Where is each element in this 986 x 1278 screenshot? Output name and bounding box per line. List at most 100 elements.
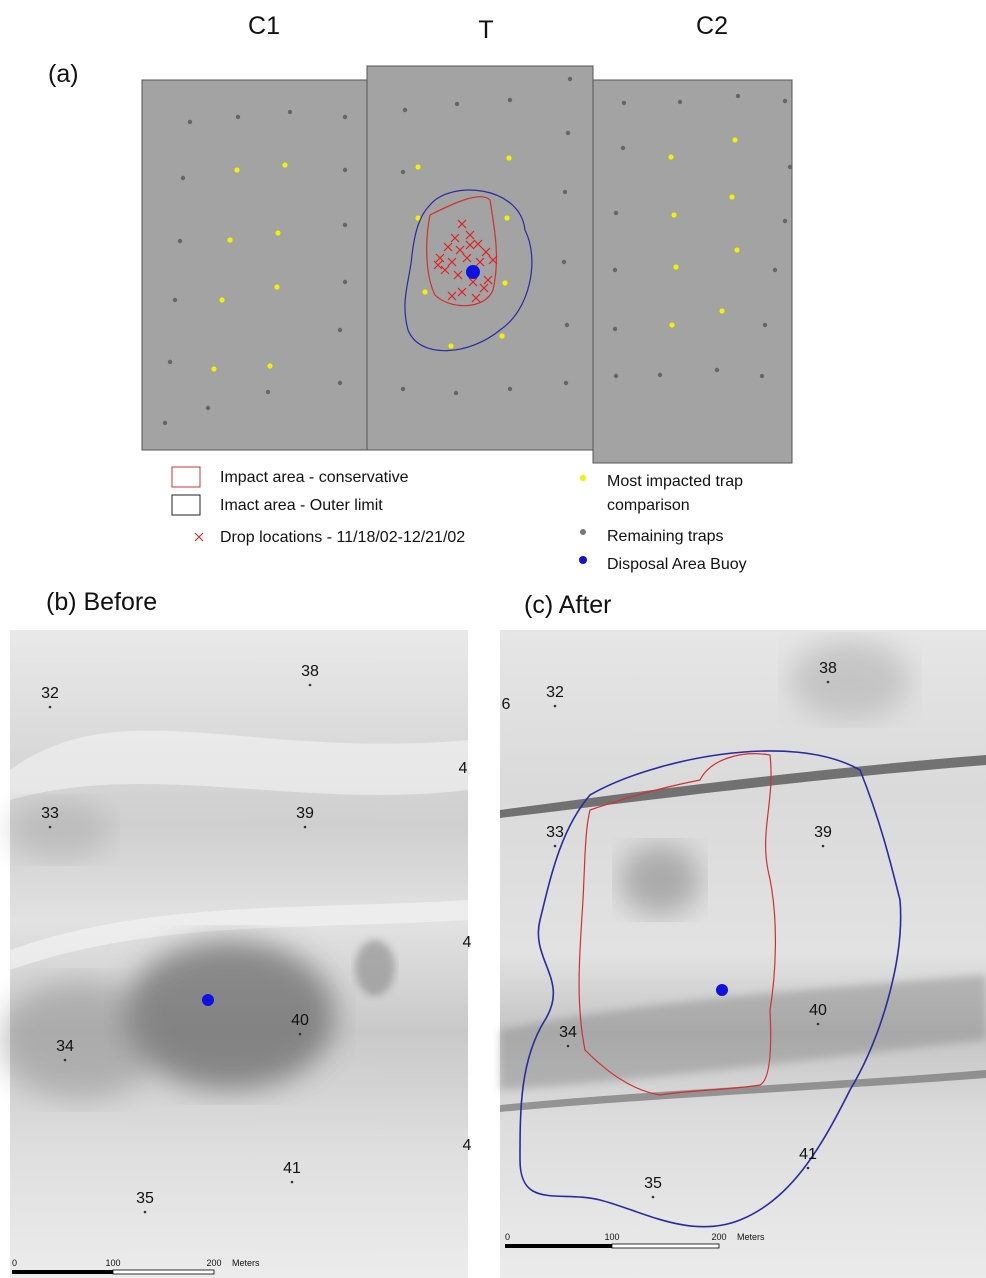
column-label: C2 (696, 12, 728, 40)
legend-text: comparison (607, 497, 690, 514)
legend-text: Imact area - Outer limit (220, 497, 383, 514)
impacted-trap-dot (668, 154, 674, 160)
trap-dot (826, 680, 830, 684)
legend-text: Impact area - conservative (220, 469, 409, 486)
scale-label: 100 (604, 1232, 619, 1242)
trap-label: 32 (546, 684, 564, 701)
panel-label: (a) (48, 60, 79, 88)
trap-dot (563, 380, 569, 386)
trap-label: 41 (799, 1146, 817, 1163)
impacted-trap-dot (734, 247, 740, 253)
trap-dot (507, 386, 513, 392)
impacted-trap-dot (415, 164, 421, 170)
drop-mark (471, 293, 481, 303)
trap-dot (342, 114, 348, 120)
legend-swatch (580, 475, 586, 481)
scale-segment (611, 1243, 720, 1249)
legend-swatch (580, 529, 586, 535)
trap-label: 39 (814, 824, 832, 841)
impacted-trap-dot (673, 264, 679, 270)
drop-mark (488, 255, 498, 265)
trap-dot (806, 1166, 810, 1170)
trap-dot (342, 222, 348, 228)
impacted-trap-dot (671, 212, 677, 218)
trap-dot (714, 367, 720, 373)
impacted-trap-dot (234, 167, 240, 173)
scale-segment (112, 1269, 215, 1275)
impacted-trap-dot (267, 363, 273, 369)
scale-label: Meters (737, 1232, 765, 1242)
trap-dot (177, 238, 183, 244)
sonar-after (500, 630, 986, 1278)
trap-labels: 6 32 38 33 39 40 34 41 35 (502, 660, 837, 1199)
trap-dot (453, 390, 459, 396)
trap-dot (565, 130, 571, 136)
legend-swatch (171, 466, 201, 488)
trap-dot (342, 279, 348, 285)
outer-limit-contour (519, 750, 902, 1228)
trap-dot (143, 1210, 147, 1214)
site-t (366, 65, 594, 451)
drop-mark (447, 257, 457, 267)
trap-dot (561, 259, 567, 265)
scale-segment (505, 1244, 612, 1248)
trap-dot (612, 267, 618, 273)
drop-mark (435, 253, 445, 263)
legend-text: Most impacted trap (607, 473, 743, 490)
trap-dot (651, 1195, 655, 1199)
trap-dot (205, 405, 211, 411)
column-label: C1 (248, 12, 280, 40)
drop-mark (443, 242, 453, 252)
trap-dot (677, 99, 683, 105)
trap-dot (621, 100, 627, 106)
trap-dot (303, 825, 307, 829)
impacted-trap-dot (729, 194, 735, 200)
trap-dot (816, 1022, 820, 1026)
scale-segment (12, 1270, 113, 1274)
site-c1 (141, 79, 368, 451)
trap-label: 38 (301, 663, 319, 680)
impacted-trap-dot (227, 237, 233, 243)
trap-label: 4 (459, 760, 468, 777)
trap-label: 34 (559, 1024, 577, 1041)
trap-label: 33 (41, 805, 59, 822)
drop-locations (433, 219, 498, 303)
scale-bar: 0 100 200 Meters (12, 1258, 260, 1275)
trap-label: 35 (644, 1175, 662, 1192)
trap-dot (400, 386, 406, 392)
scale-bar: 0 100 200 Meters (505, 1232, 765, 1249)
trap-dot (759, 373, 765, 379)
scale-label: 200 (206, 1258, 221, 1268)
legend-text: Drop locations - 11/18/02-12/21/02 (220, 529, 465, 546)
drop-mark (483, 275, 493, 285)
panel-label: (c) After (524, 591, 612, 619)
drop-mark (473, 239, 483, 249)
panel-label: (b) Before (46, 588, 157, 616)
trap-dot (507, 97, 513, 103)
legend-text: Disposal Area Buoy (607, 556, 747, 573)
trap-dot (402, 107, 408, 113)
impacted-trap-dot (274, 284, 280, 290)
trap-dot (172, 297, 178, 303)
trap-label: 38 (819, 660, 837, 677)
trap-dot (63, 1058, 67, 1062)
trap-dot (265, 389, 271, 395)
impacted-trap-dot (211, 366, 217, 372)
legend-swatch (171, 494, 201, 516)
legend-swatch (579, 556, 587, 564)
trap-label: 35 (136, 1190, 154, 1207)
trap-dot (337, 327, 343, 333)
drop-mark (433, 260, 443, 270)
trap-dot (564, 322, 570, 328)
drop-mark (481, 247, 491, 257)
impacted-trap-dot (422, 289, 428, 295)
drop-mark (447, 291, 457, 301)
column-label: T (478, 16, 493, 44)
trap-dot (180, 175, 186, 181)
buoy (202, 994, 214, 1006)
trap-dot (620, 145, 626, 151)
trap-dot (566, 1044, 570, 1048)
drop-mark (465, 240, 475, 250)
